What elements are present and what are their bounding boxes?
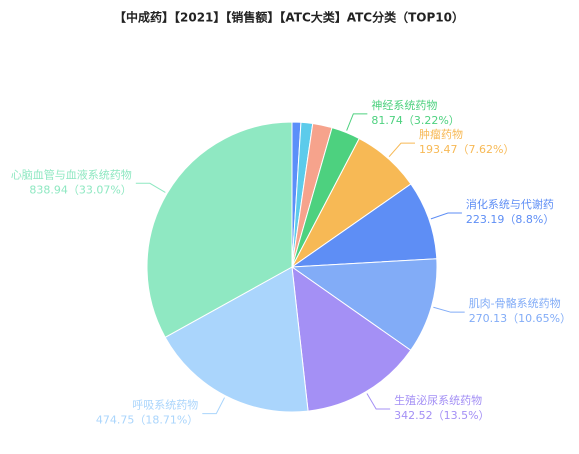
slice-label: 神经系统药物 bbox=[371, 98, 437, 112]
value-label: 193.47（7.62%） bbox=[419, 143, 514, 156]
value-label: 838.94（33.07%） bbox=[29, 183, 131, 196]
leader-line bbox=[135, 182, 166, 193]
value-label: 81.74（3.22%） bbox=[371, 114, 459, 127]
slice-label: 肌肉-骨骼系统药物 bbox=[469, 296, 561, 310]
leader-line bbox=[346, 113, 368, 131]
leader-line bbox=[430, 212, 462, 220]
slice-label: 心脑血管与血液系统药物 bbox=[11, 167, 132, 181]
leader-line bbox=[202, 397, 225, 415]
pie-slice bbox=[290, 258, 438, 351]
slice-label: 生殖泌尿系统药物 bbox=[394, 393, 482, 407]
pie-slice bbox=[291, 265, 412, 412]
slice-label: 消化系统与代谢药 bbox=[466, 197, 554, 211]
leader-line bbox=[388, 142, 416, 157]
pie-slice bbox=[164, 266, 309, 413]
value-label: 342.52（13.5%） bbox=[394, 409, 489, 422]
pie-slice bbox=[146, 121, 293, 339]
chart-title: 【中成药】【2021】【销售额】【ATC大类】ATC分类（TOP10） bbox=[114, 10, 464, 25]
slice-label: 呼吸系统药物 bbox=[132, 398, 198, 412]
value-label: 223.19（8.8%） bbox=[466, 213, 554, 226]
leader-line bbox=[433, 306, 465, 313]
value-label: 474.75（18.71%） bbox=[96, 414, 198, 427]
value-label: 270.13（10.65%） bbox=[469, 312, 571, 325]
leader-line bbox=[366, 393, 391, 410]
slice-label: 肿瘤药物 bbox=[419, 127, 463, 141]
